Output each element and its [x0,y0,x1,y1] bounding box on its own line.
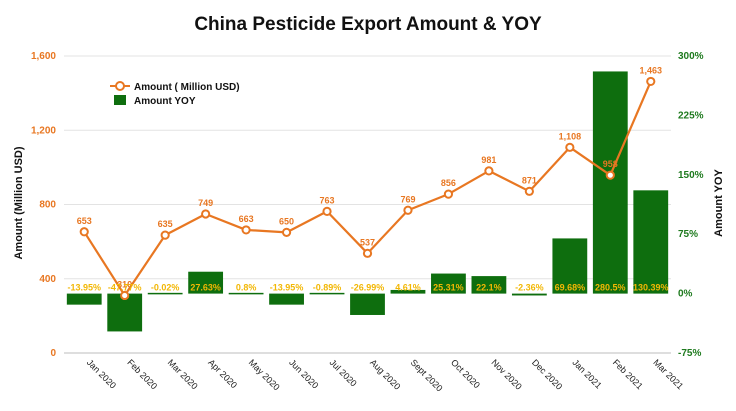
yoy-data-label: -47.77% [108,283,142,293]
amount-data-label: 650 [279,216,294,226]
x-tick-label: Nov 2020 [489,357,523,391]
right-tick-label: 75% [678,229,698,240]
yoy-data-label: 27.63% [190,283,221,293]
x-tick-label: Jul 2020 [328,357,359,388]
x-tick-label: May 2020 [247,357,282,392]
amount-point [362,248,373,258]
x-tick-label: Jun 2020 [287,357,320,390]
amount-point [79,227,89,237]
amount-data-label: 537 [360,237,375,247]
right-tick-label: 225% [678,110,704,121]
yoy-data-label: 25.31% [433,283,464,293]
yoy-bar [188,271,224,294]
legend: Amount ( Million USD) Amount YOY [110,81,240,107]
x-tick-label: Dec 2020 [530,357,564,391]
amount-data-label: 871 [522,175,537,185]
yoy-data-label: -0.89% [313,283,342,293]
x-tick-label: Sept 2020 [409,357,445,393]
amount-point [565,142,575,152]
yoy-bar [309,292,345,295]
amount-point [281,227,292,237]
right-tick-label: 300% [678,51,704,62]
amount-point [605,170,615,180]
right-tick-label: 150% [678,170,704,181]
yoy-data-label: -2.36% [515,283,544,293]
yoy-bar [147,292,183,295]
amount-data-label: 749 [198,198,213,208]
yoy-data-label: 130.39% [633,283,669,293]
right-tick-label: 0% [678,289,693,300]
left-tick-label: 400 [39,274,56,285]
yoy-data-label: 280.5% [595,283,626,293]
amount-line [79,76,656,301]
amount-data-label: 1,463 [640,65,663,75]
yoy-bar [592,71,628,294]
amount-point [443,189,454,199]
yoy-data-label: 0.8% [236,283,257,293]
yoy-data-label: -13.95% [270,283,304,293]
x-tick-label: Mar 2021 [651,357,685,391]
legend-yoy-label: Amount YOY [134,96,196,107]
amount-point [524,186,534,196]
amount-data-label: 856 [441,178,456,188]
left-axis-title: Amount (Million USD) [13,146,25,259]
amount-data-label: 635 [158,219,173,229]
amount-data-label: 981 [481,155,496,165]
yoy-bar [350,293,385,315]
amount-point [322,206,332,216]
amount-point [201,209,211,219]
amount-point [403,205,413,215]
yoy-data-label: -26.99% [351,283,385,293]
left-tick-label: 800 [39,200,56,211]
amount-data-label: 769 [400,194,415,204]
yoy-bar [66,293,102,305]
yoy-data-label: -0.02% [151,283,180,293]
x-tick-label: Oct 2020 [449,357,482,390]
amount-data-label: 653 [77,216,92,226]
amount-point [160,230,170,240]
amount-point [120,290,130,301]
amount-point [484,166,494,176]
amount-data-label: 1,108 [559,131,582,141]
data-labels: 653 310 635 749 663 650 763 537 769 856 981 871 1,10… [67,65,668,292]
x-tick-label: Feb 2021 [611,357,645,391]
yoy-bar [633,190,669,294]
yoy-bar [431,273,466,294]
yoy-data-label: 4.61% [395,283,421,293]
amount-data-label: 310 [117,279,132,289]
yoy-bar [511,293,547,296]
left-tick-label: 1,200 [31,125,56,136]
right-tick-label: -75% [678,348,701,359]
right-axis-title: Amount YOY [713,169,725,237]
yoy-bar [269,293,304,305]
x-tick-label: Feb 2020 [125,357,159,391]
yoy-bars [66,71,669,332]
yoy-bar [552,238,588,294]
amount-data-label: 763 [320,195,335,205]
x-tick-label: Jan 2021 [570,357,603,390]
yoy-bar [390,289,426,294]
yoy-data-label: 69.68% [555,283,586,293]
yoy-bar [471,276,507,294]
legend-amount-label: Amount ( Million USD) [134,82,240,93]
x-tick-label: Apr 2020 [206,357,239,390]
legend-bar-swatch [114,95,126,105]
x-tick-label: Jan 2020 [85,357,118,390]
amount-point [646,76,656,87]
yoy-bar [228,292,264,295]
yoy-data-label: 22.1% [476,283,502,293]
legend-marker-icon [115,81,125,91]
amount-point [241,225,251,235]
left-tick-label: 0 [50,348,56,359]
left-tick-label: 1,600 [31,51,56,62]
yoy-data-label: -13.95% [67,283,101,293]
amount-data-label: 663 [239,214,254,224]
x-tick-label: Mar 2020 [166,357,200,391]
amount-data-label: 958 [603,159,618,169]
x-tick-label: Aug 2020 [368,357,402,391]
chart-title: China Pesticide Export Amount & YOY [194,14,542,35]
